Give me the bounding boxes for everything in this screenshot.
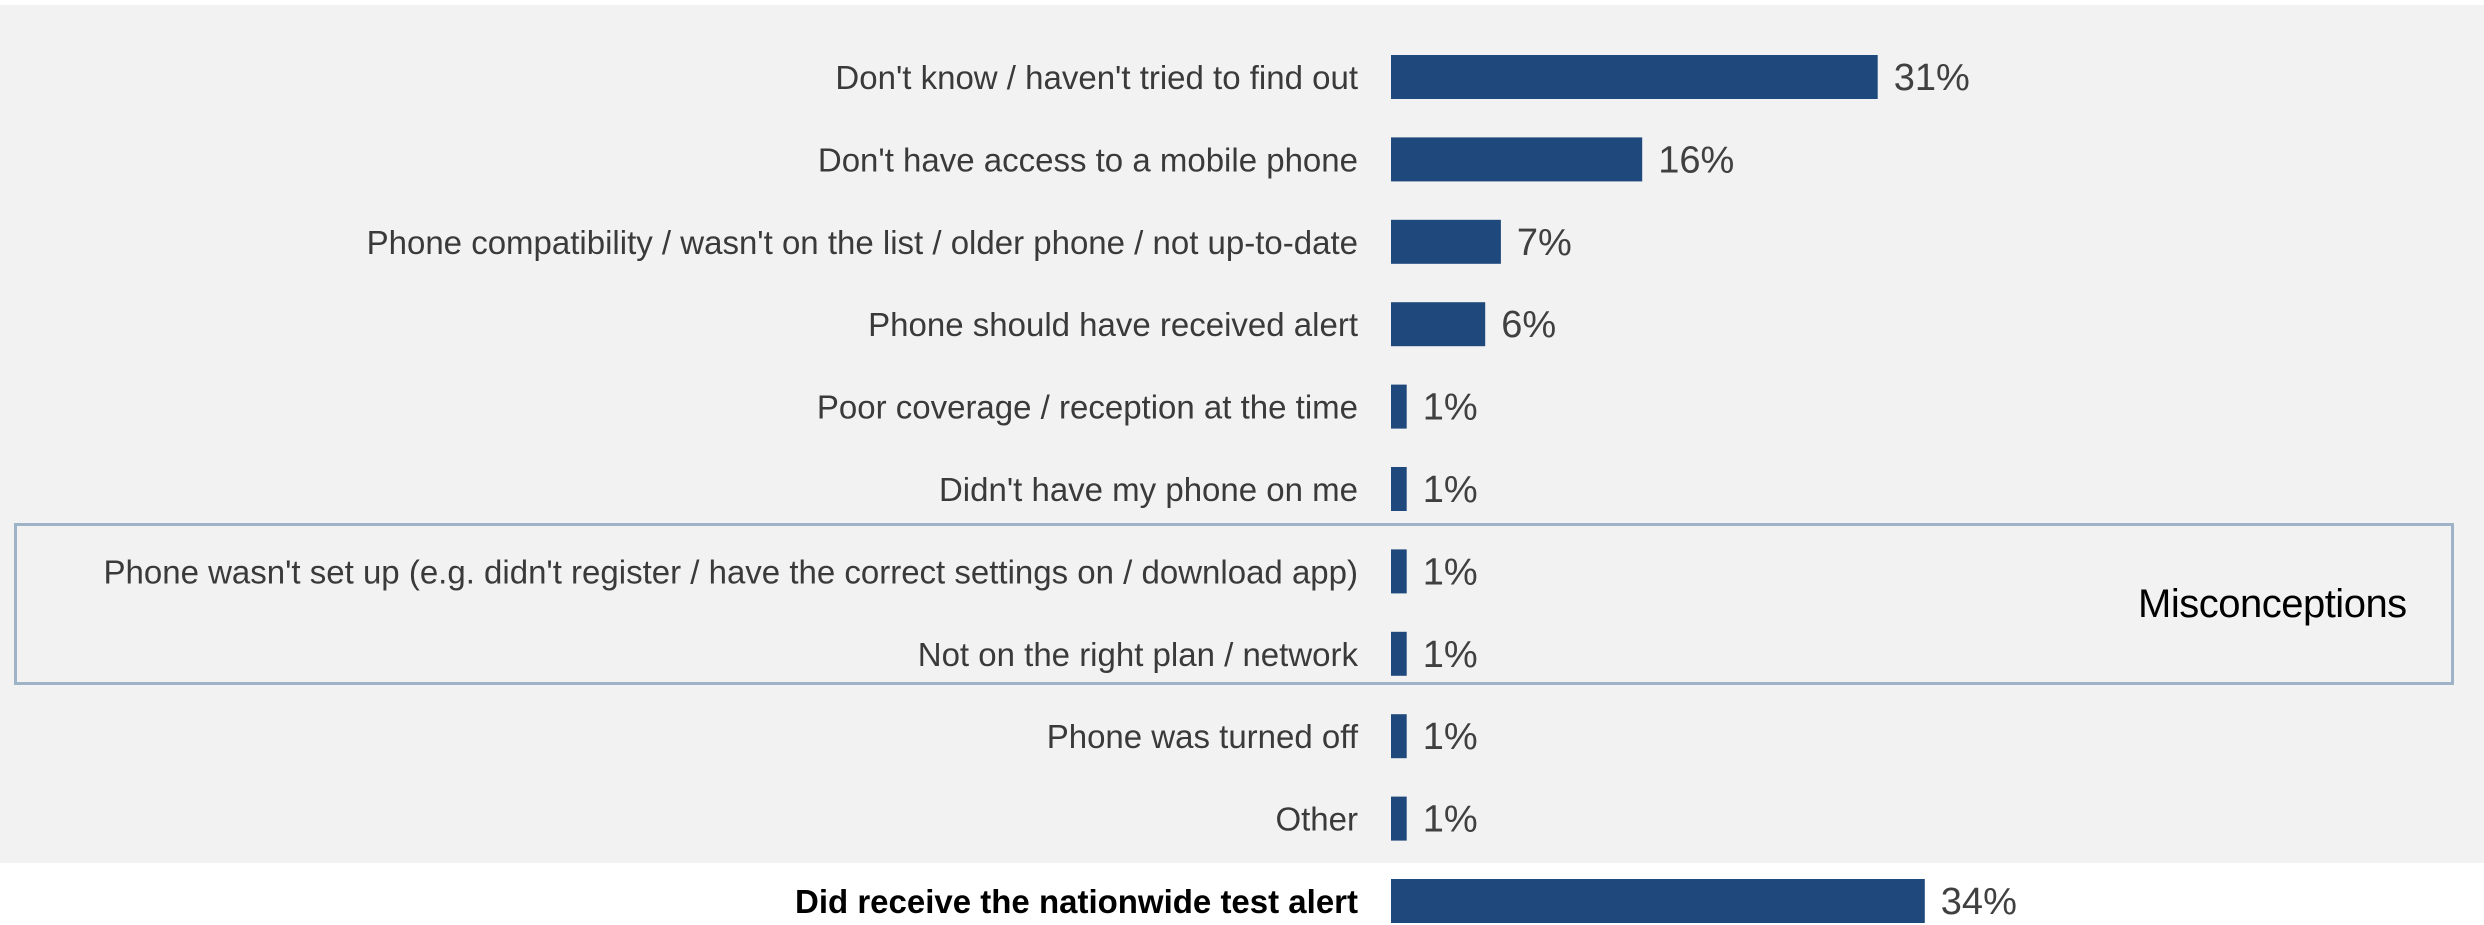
category-label: Phone compatibility / wasn't on the list… (367, 224, 1358, 261)
value-label: 1% (1423, 634, 1478, 676)
category-label: Phone wasn't set up (e.g. didn't registe… (104, 553, 1359, 590)
category-label: Did receive the nationwide test alert (795, 883, 1358, 920)
value-label: 16% (1658, 139, 1734, 181)
bar (1391, 384, 1407, 429)
category-label: Don't have access to a mobile phone (818, 141, 1358, 178)
value-label: 7% (1517, 222, 1572, 264)
bar (1391, 796, 1407, 841)
value-label: 1% (1423, 387, 1478, 429)
value-label: 1% (1423, 469, 1478, 511)
category-label: Other (1275, 801, 1358, 838)
category-label: Phone should have received alert (868, 306, 1358, 343)
chart-background-panel (0, 5, 2484, 863)
bar (1391, 302, 1486, 347)
bar (1391, 879, 1925, 923)
bar (1391, 714, 1407, 759)
value-label: 31% (1894, 57, 1970, 99)
misconceptions-callout-box (14, 523, 2454, 685)
category-label: Poor coverage / reception at the time (817, 389, 1358, 426)
value-label: 34% (1941, 881, 2017, 923)
bar (1391, 549, 1407, 594)
category-label: Don't know / haven't tried to find out (835, 59, 1358, 96)
value-label: 6% (1501, 304, 1556, 346)
bar (1391, 467, 1407, 511)
bar (1391, 631, 1407, 676)
category-label: Didn't have my phone on me (939, 471, 1358, 508)
category-label: Not on the right plan / network (918, 636, 1359, 673)
value-label: 1% (1423, 551, 1478, 593)
bar (1391, 137, 1643, 182)
category-label: Phone was turned off (1047, 718, 1359, 755)
value-label: 1% (1423, 716, 1478, 758)
misconceptions-callout-label: Misconceptions (2138, 582, 2407, 626)
bar (1391, 55, 1878, 99)
bar (1391, 219, 1501, 264)
value-label: 1% (1423, 799, 1478, 841)
